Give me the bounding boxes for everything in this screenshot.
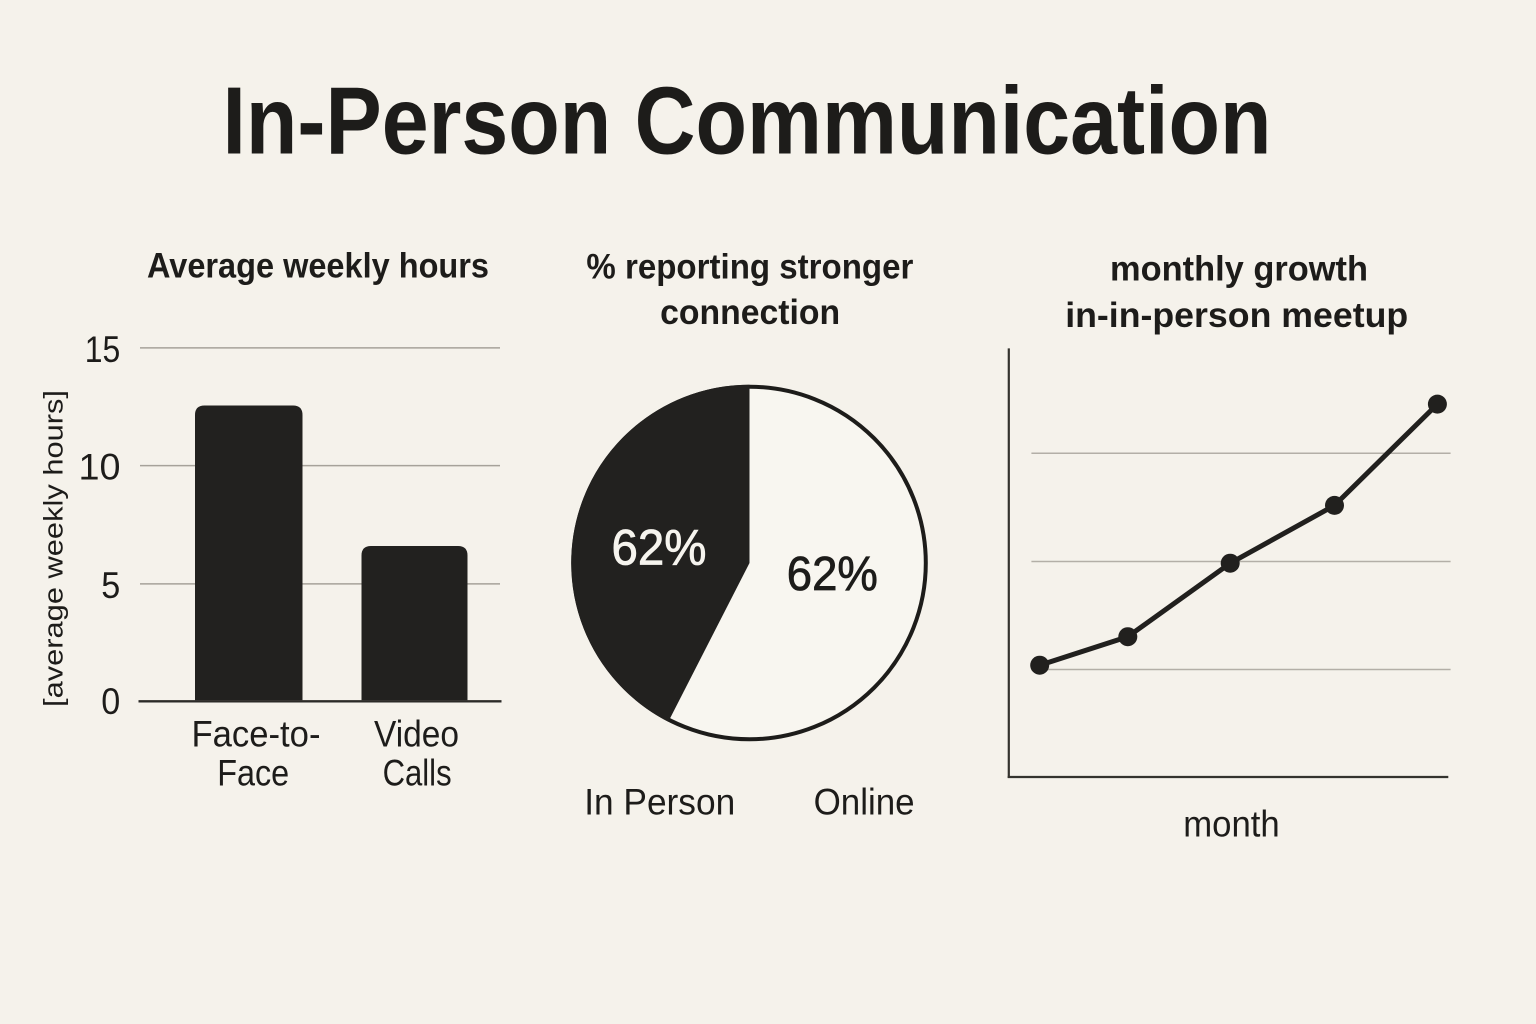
svg-text:in-in-person meetup: in-in-person meetup bbox=[1065, 295, 1408, 335]
svg-text:Online: Online bbox=[814, 782, 915, 823]
svg-text:month: month bbox=[1183, 804, 1280, 845]
svg-text:Face: Face bbox=[217, 753, 289, 794]
svg-text:In-Person Communication: In-Person Communication bbox=[223, 68, 1272, 175]
svg-text:5: 5 bbox=[101, 565, 120, 606]
svg-text:[average weekly hours]: [average weekly hours] bbox=[39, 390, 69, 707]
svg-text:In Person: In Person bbox=[584, 782, 735, 823]
svg-text:62%: 62% bbox=[787, 547, 878, 601]
svg-text:15: 15 bbox=[85, 329, 121, 370]
svg-text:Video: Video bbox=[374, 713, 459, 754]
svg-text:connection: connection bbox=[660, 292, 840, 332]
svg-text:Average weekly hours: Average weekly hours bbox=[147, 246, 489, 286]
svg-text:% reporting stronger: % reporting stronger bbox=[586, 247, 913, 287]
svg-text:monthly growth: monthly growth bbox=[1110, 249, 1368, 289]
svg-text:Face-to-: Face-to- bbox=[192, 713, 321, 754]
svg-text:62%: 62% bbox=[612, 520, 707, 576]
svg-text:10: 10 bbox=[79, 447, 121, 488]
svg-text:0: 0 bbox=[101, 681, 120, 722]
svg-text:Calls: Calls bbox=[383, 753, 452, 794]
